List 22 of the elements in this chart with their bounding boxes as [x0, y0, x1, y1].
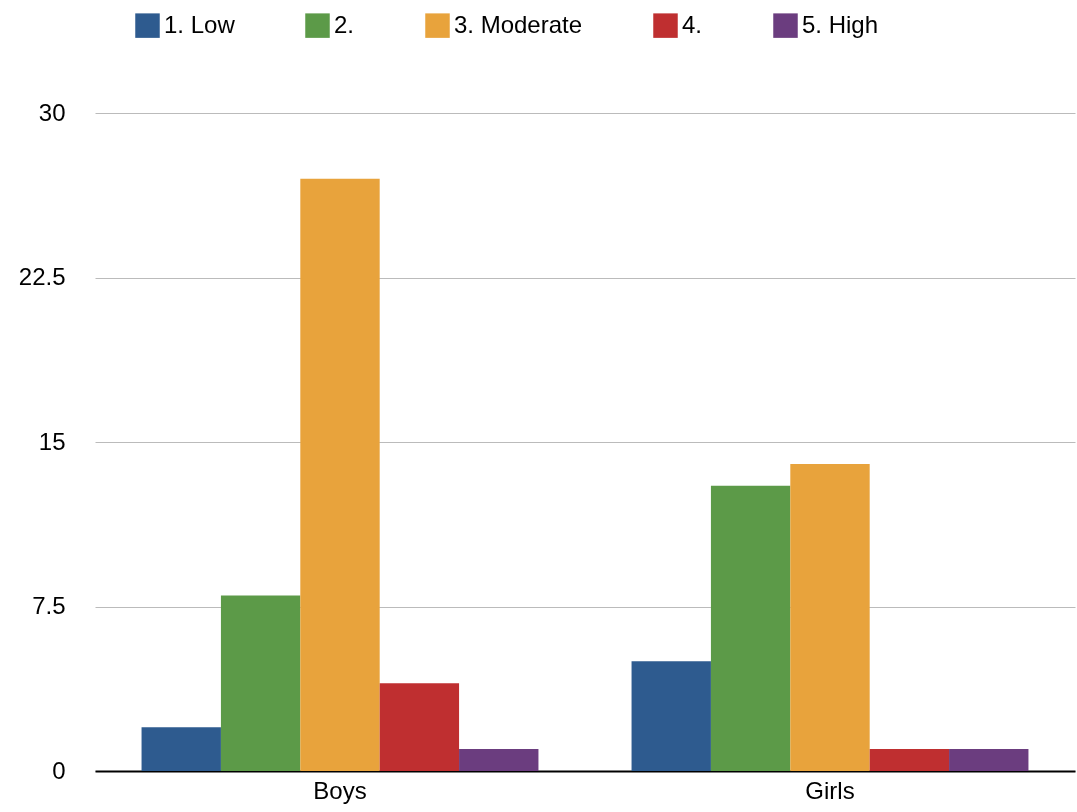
bar [379, 683, 460, 771]
legend-label: 4. [682, 10, 703, 38]
y-tick-label: 15 [38, 427, 66, 455]
y-tick-label: 7.5 [32, 592, 66, 619]
x-tick-label: Girls [805, 776, 855, 804]
bar [141, 727, 221, 771]
legend-label: 3. Moderate [454, 10, 583, 38]
bar [710, 485, 791, 771]
bar [790, 463, 870, 771]
bar [459, 749, 539, 771]
bar [949, 749, 1029, 771]
bar [631, 661, 711, 771]
legend-label: 1. Low [164, 10, 236, 38]
y-tick-label: 22.5 [18, 263, 66, 290]
x-tick-label: Boys [313, 776, 367, 804]
y-tick-label: 0 [52, 756, 66, 784]
bar [300, 178, 380, 771]
y-tick-label: 30 [38, 98, 66, 126]
bar [220, 595, 301, 771]
bar [869, 749, 950, 771]
legend-label: 2. [334, 10, 355, 38]
legend-label: 5. High [802, 10, 879, 38]
